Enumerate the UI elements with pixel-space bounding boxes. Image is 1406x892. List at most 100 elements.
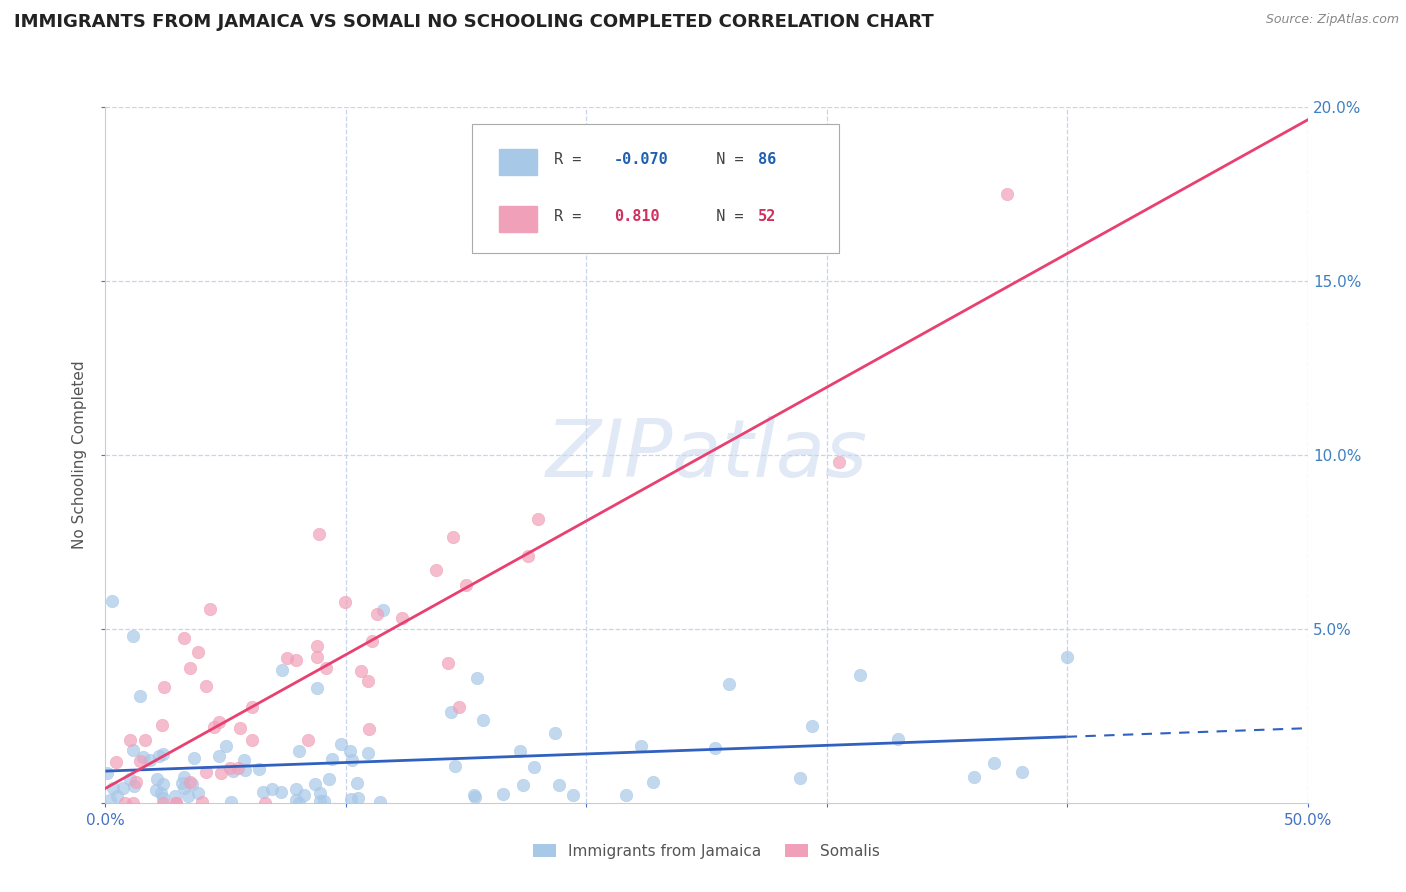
Point (309, 794, 332, 808)
Point (183, 751, 205, 765)
Text: 52: 52 (758, 209, 776, 224)
Point (425, 563, 447, 577)
Point (321, 752, 343, 766)
Point (437, 657, 460, 671)
Point (441, 530, 464, 544)
Point (340, 791, 363, 805)
Point (222, 764, 245, 778)
Point (641, 775, 664, 789)
Point (391, 611, 413, 625)
Point (187, 786, 209, 800)
Point (260, 781, 283, 796)
Point (371, 602, 394, 616)
Point (152, 776, 174, 790)
Point (340, 753, 363, 767)
Point (464, 790, 486, 805)
Point (96, 765, 118, 780)
Point (124, 779, 146, 793)
Point (516, 549, 538, 563)
Point (229, 721, 252, 735)
Point (703, 740, 725, 755)
Point (512, 778, 534, 792)
Point (789, 771, 811, 785)
Point (287, 744, 309, 758)
Point (165, 796, 187, 810)
Point (330, 737, 353, 751)
Point (194, 764, 217, 779)
Point (121, 629, 143, 643)
Point (284, 782, 307, 797)
Point (630, 739, 652, 753)
Point (315, 660, 337, 674)
Point (208, 714, 231, 729)
Point (886, 731, 908, 746)
Point (357, 674, 380, 689)
Point (215, 739, 238, 754)
Point (252, 785, 274, 799)
Text: ZIPatlas: ZIPatlas (546, 416, 868, 494)
Point (134, 732, 156, 747)
Point (195, 679, 218, 693)
Point (187, 645, 209, 659)
Point (122, 796, 145, 810)
Text: Source: ZipAtlas.com: Source: ZipAtlas.com (1265, 13, 1399, 27)
Point (165, 789, 187, 803)
Point (292, 789, 315, 803)
Point (271, 663, 294, 677)
Text: 0.810: 0.810 (614, 209, 659, 224)
Point (346, 791, 368, 805)
Point (148, 749, 170, 764)
Point (173, 780, 195, 795)
Point (561, 788, 583, 802)
Point (492, 787, 515, 801)
Point (240, 732, 263, 747)
Point (308, 786, 330, 800)
Point (146, 772, 169, 786)
Point (219, 761, 242, 775)
Point (150, 787, 173, 801)
Text: N =: N = (699, 209, 752, 224)
Point (995, 187, 1018, 202)
Point (304, 777, 326, 791)
Text: N =: N = (699, 152, 752, 167)
Point (346, 776, 368, 790)
Point (122, 742, 145, 756)
Point (527, 512, 550, 526)
Point (339, 744, 361, 758)
Point (125, 775, 148, 789)
Point (179, 661, 201, 675)
Point (472, 713, 495, 727)
Point (366, 607, 388, 622)
Point (233, 763, 256, 777)
Point (350, 664, 373, 678)
Point (173, 631, 195, 645)
Point (614, 788, 637, 802)
Point (284, 653, 307, 667)
Point (165, 796, 187, 810)
Legend: Immigrants from Jamaica, Somalis: Immigrants from Jamaica, Somalis (527, 838, 886, 864)
Point (152, 747, 174, 761)
Point (284, 793, 307, 807)
Point (181, 777, 204, 791)
Point (153, 680, 176, 694)
Point (247, 762, 270, 776)
Bar (499, 206, 537, 232)
Point (200, 602, 222, 616)
Point (312, 794, 335, 808)
Point (219, 795, 242, 809)
Text: R =: R = (554, 152, 591, 167)
Point (963, 770, 986, 784)
Point (276, 651, 298, 665)
Point (253, 796, 276, 810)
Point (118, 772, 141, 787)
Point (170, 775, 193, 789)
Point (305, 681, 328, 695)
Point (463, 788, 485, 802)
Point (717, 677, 740, 691)
Point (150, 718, 173, 732)
Point (828, 455, 851, 469)
Point (357, 723, 380, 737)
Point (1011, 765, 1033, 780)
Point (270, 785, 292, 799)
Text: IMMIGRANTS FROM JAMAICA VS SOMALI NO SCHOOLING COMPLETED CORRELATION CHART: IMMIGRANTS FROM JAMAICA VS SOMALI NO SCH… (14, 13, 934, 31)
